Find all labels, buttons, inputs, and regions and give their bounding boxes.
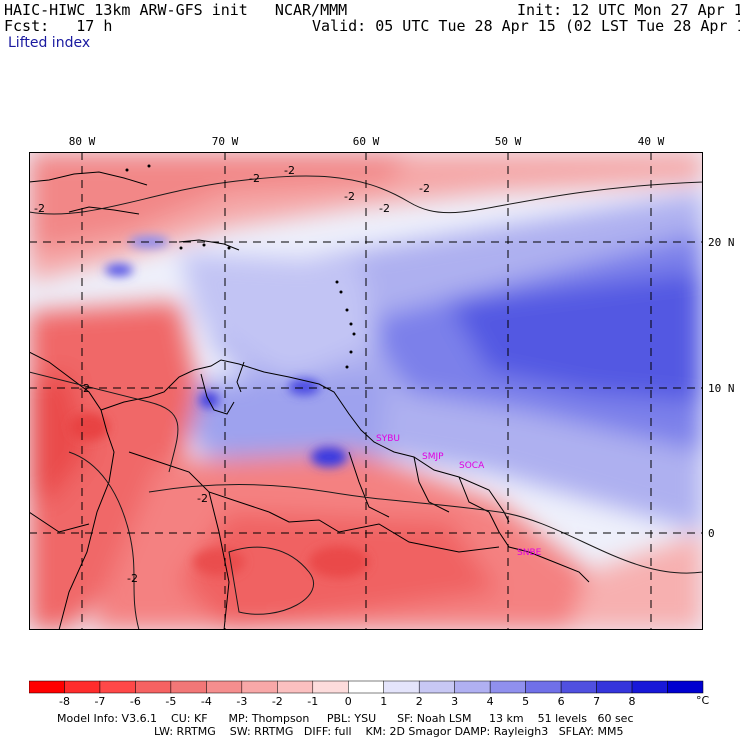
colorbar-unit: °C [696,694,710,707]
lat-lon-grid [29,152,703,630]
colorbar-cell [383,680,420,694]
init-time: Init: 12 UTC Mon 27 Apr 15 [517,1,740,19]
field-name: Lifted index [8,35,91,51]
contour-label: -2 [379,202,390,215]
colorbar-tick-label: -6 [130,695,141,708]
colorbar-tick-label: 4 [487,695,494,708]
colorbar-tick-label: -8 [59,695,70,708]
colorbar-tick-label: 2 [416,695,423,708]
islands [125,164,356,369]
colorbar-cell [418,680,455,694]
lon-label: 60 W [353,135,380,148]
colorbar-tick-label: -4 [201,695,212,708]
colorbar-tick-label: -5 [165,695,176,708]
lifted-index-map: -2 -2 -2 -2 -2 -2 -2 -2 -2 SYBU SMJP SOC… [29,152,703,630]
colorbar-tick-label: 3 [451,695,458,708]
colorbar-cell [631,680,668,694]
contour-label: -2 [284,164,295,177]
lon-label: 80 W [69,135,96,148]
colorbar-cell [454,680,491,694]
model-title: HAIC-HIWC 13km ARW-GFS init NCAR/MMM [4,1,348,19]
colorbar-tick-label: -2 [272,695,283,708]
colorbar-cell [277,680,314,694]
li-shading [29,152,703,630]
colorbar-cell [312,680,349,694]
contours [29,175,703,630]
latitude-labels: 20 N 10 N 0 [708,236,735,540]
colorbar-cell [667,680,704,694]
station-label: SYBU [376,434,400,444]
colorbar-cell [596,680,633,694]
contour-label: -2 [249,172,260,185]
colorbar-cell [525,680,562,694]
colorbar-tick-label: -1 [307,695,318,708]
contour-label: -2 [127,572,138,585]
station-label: SNBE [517,548,542,558]
colorbar-tick-label: 6 [558,695,565,708]
colorbar-cell [29,680,65,694]
colorbar-tick-label: 0 [345,695,352,708]
colorbar-cell [241,680,278,694]
colorbar-cell [135,680,172,694]
colorbar: -8 -7 -6 -5 -4 -3 -2 -1 0 1 2 3 4 5 6 7 8 °C [29,680,710,708]
colorbar-cell [170,680,207,694]
colorbar-tick-label: 8 [629,695,636,708]
station-label: SOCA [459,461,485,471]
colorbar-cell [348,680,384,694]
coastlines [29,171,590,630]
model-info-line1: Model Info: V3.6.1 CU: KF MP: Thompson P… [57,712,634,725]
contour-label: -2 [34,202,45,215]
colorbar-cell [64,680,101,694]
lon-label: 40 W [638,135,665,148]
colorbar-cell [206,680,243,694]
lon-label: 70 W [212,135,239,148]
contour-label: -2 [79,382,90,395]
lat-label: 0 [708,527,715,540]
colorbar-tick-label: -7 [94,695,105,708]
contour-label: -2 [197,492,208,505]
valid-time: Valid: 05 UTC Tue 28 Apr 15 (02 LST Tue … [312,17,740,35]
contour-label: -2 [344,190,355,203]
model-info-line2: LW: RRTMG SW: RRTMG DIFF: full KM: 2D Sm… [154,725,624,738]
lat-label: 10 N [708,382,735,395]
lon-label: 50 W [495,135,522,148]
colorbar-tick-label: 5 [522,695,529,708]
colorbar-cell [489,680,526,694]
colorbar-tick-label: 1 [380,695,387,708]
lat-label: 20 N [708,236,735,249]
station-label: SMJP [422,452,444,462]
forecast-hour: Fcst: 17 h [4,17,113,35]
map-frame [29,152,703,630]
colorbar-cell [560,680,597,694]
colorbar-tick-label: -3 [236,695,247,708]
colorbar-cell [99,680,136,694]
longitude-labels: 80 W 70 W 60 W 50 W 40 W [69,135,665,148]
colorbar-tick-label: 7 [593,695,600,708]
contour-label: -2 [419,182,430,195]
